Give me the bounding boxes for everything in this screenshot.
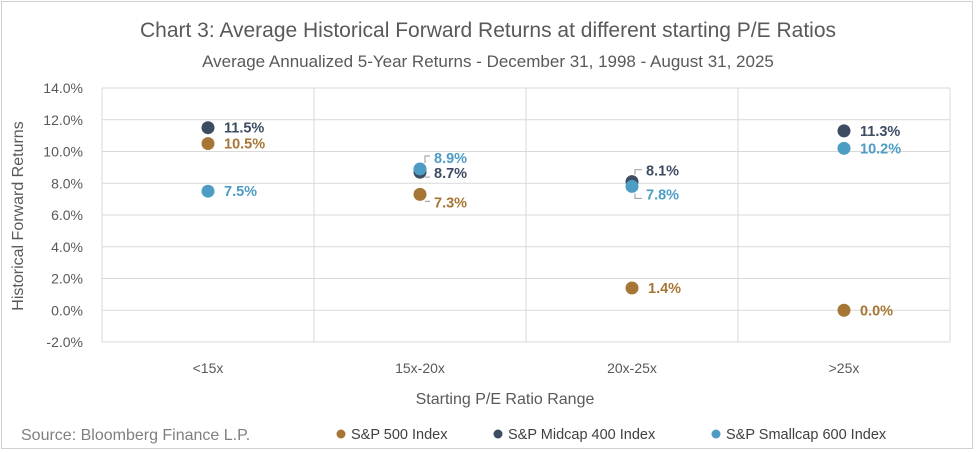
leader-line (424, 155, 430, 163)
x-axis-title: Starting P/E Ratio Range (416, 391, 595, 408)
y-axis-title: Historical Forward Returns (10, 121, 27, 310)
y-tick-label: 10.0% (43, 144, 83, 160)
x-tick-label: <15x (193, 360, 224, 376)
y-tick-label: 8.0% (51, 175, 83, 191)
data-label: 11.3% (860, 124, 900, 140)
legend: S&P 500 Index S&P Midcap 400 Index S&P Sma… (336, 427, 887, 443)
point-s-p-500-index-15x-20x (413, 187, 427, 201)
legend-label-s-p-midcap-400-index: S&P Midcap 400 Index (508, 427, 656, 443)
chart-subtitle: Average Annualized 5-Year Returns - Dece… (202, 52, 774, 71)
point-s-p-smallcap-600-index-15x (201, 184, 215, 198)
x-tick-label: >25x (829, 360, 860, 376)
y-tick-label: 6.0% (51, 207, 83, 223)
data-label: 7.3% (434, 195, 467, 211)
leader-lines (424, 155, 642, 202)
data-label: 7.8% (646, 187, 679, 203)
point-s-p-500-index-20x-25x (625, 281, 639, 295)
point-s-p-smallcap-600-index-15x-20x (413, 162, 427, 176)
data-label: 8.9% (434, 151, 467, 167)
data-label: 1.4% (648, 281, 681, 297)
data-label: 10.2% (860, 141, 901, 157)
chart-title: Chart 3: Average Historical Forward Retu… (140, 19, 836, 42)
data-label: 11.5% (224, 121, 264, 137)
y-tick-label: 2.0% (51, 271, 83, 287)
point-s-p-500-index-15x (201, 137, 215, 151)
y-tick-label: 0.0% (51, 302, 83, 318)
x-axis-ticks: <15x 15x-20x 20x-25x >25x (193, 360, 860, 376)
legend-label-s-p-smallcap-600-index: S&P Smallcap 600 Index (726, 427, 887, 443)
x-tick-label: 20x-25x (607, 360, 657, 376)
y-tick-label: -2.0% (46, 334, 83, 350)
source-note: Source: Bloomberg Finance L.P. (21, 427, 250, 444)
legend-marker-s-p-500-index (336, 429, 346, 439)
legend-label-s-p-500-index: S&P 500 Index (351, 427, 448, 443)
legend-marker-s-p-smallcap-600-index (711, 429, 721, 439)
leader-line (634, 193, 642, 200)
data-label: 10.5% (224, 137, 265, 153)
data-label: 0.0% (860, 303, 893, 319)
data-label: 7.5% (224, 184, 257, 200)
plot-grid (101, 87, 951, 343)
legend-marker-s-p-midcap-400-index (493, 429, 503, 439)
data-points (201, 121, 851, 317)
data-label: 8.1% (646, 164, 679, 180)
leader-line (634, 169, 642, 175)
y-tick-label: 12.0% (43, 112, 83, 128)
point-s-p-midcap-400-index-15x (201, 121, 215, 135)
y-tick-label: 14.0% (43, 80, 83, 96)
data-labels: 10.5% 7.3% 1.4% 0.0% 11.5% 8.7% 8.1% 11.3% 7.5% 8… (224, 121, 901, 320)
data-label: 8.7% (434, 166, 467, 182)
point-s-p-midcap-400-index-25x (837, 124, 851, 138)
point-s-p-smallcap-600-index-20x-25x (625, 179, 639, 193)
point-s-p-smallcap-600-index-25x (837, 141, 851, 155)
y-axis-ticks: -2.0% 0.0% 2.0% 4.0% 6.0% 8.0% 10.0% 12.0% 14.0% (43, 80, 83, 350)
y-tick-label: 4.0% (51, 239, 83, 255)
x-tick-label: 15x-20x (395, 360, 445, 376)
point-s-p-500-index-25x (837, 303, 851, 317)
